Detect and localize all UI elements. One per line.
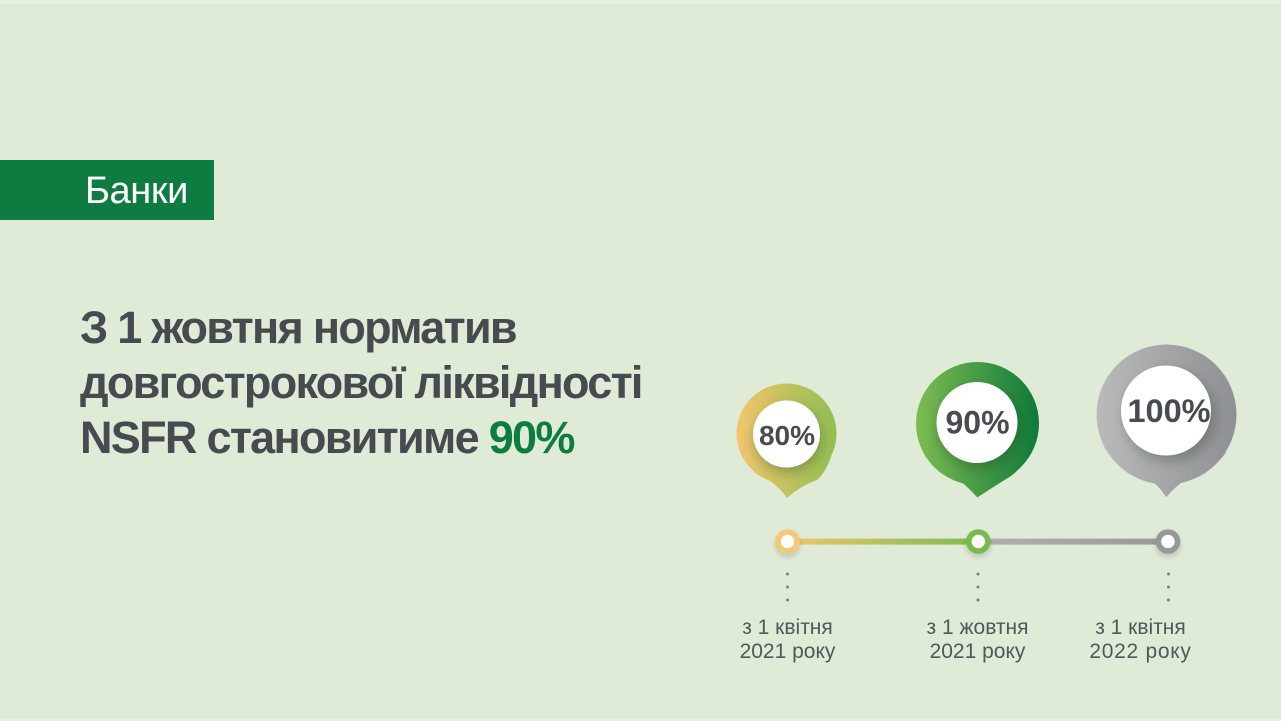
svg-text:80%: 80% (759, 420, 815, 451)
svg-text:2021 року: 2021 року (930, 640, 1026, 663)
svg-text:з 1 жовтня: з 1 жовтня (927, 616, 1029, 639)
svg-text:90%: 90% (945, 405, 1009, 441)
svg-text:2022 року: 2022 року (1089, 640, 1191, 663)
svg-text:з 1 квітня: з 1 квітня (1095, 616, 1186, 639)
svg-text:2021 року: 2021 року (740, 640, 836, 663)
svg-text:з 1 квітня: з 1 квітня (742, 616, 833, 639)
svg-text:100%: 100% (1127, 393, 1210, 429)
